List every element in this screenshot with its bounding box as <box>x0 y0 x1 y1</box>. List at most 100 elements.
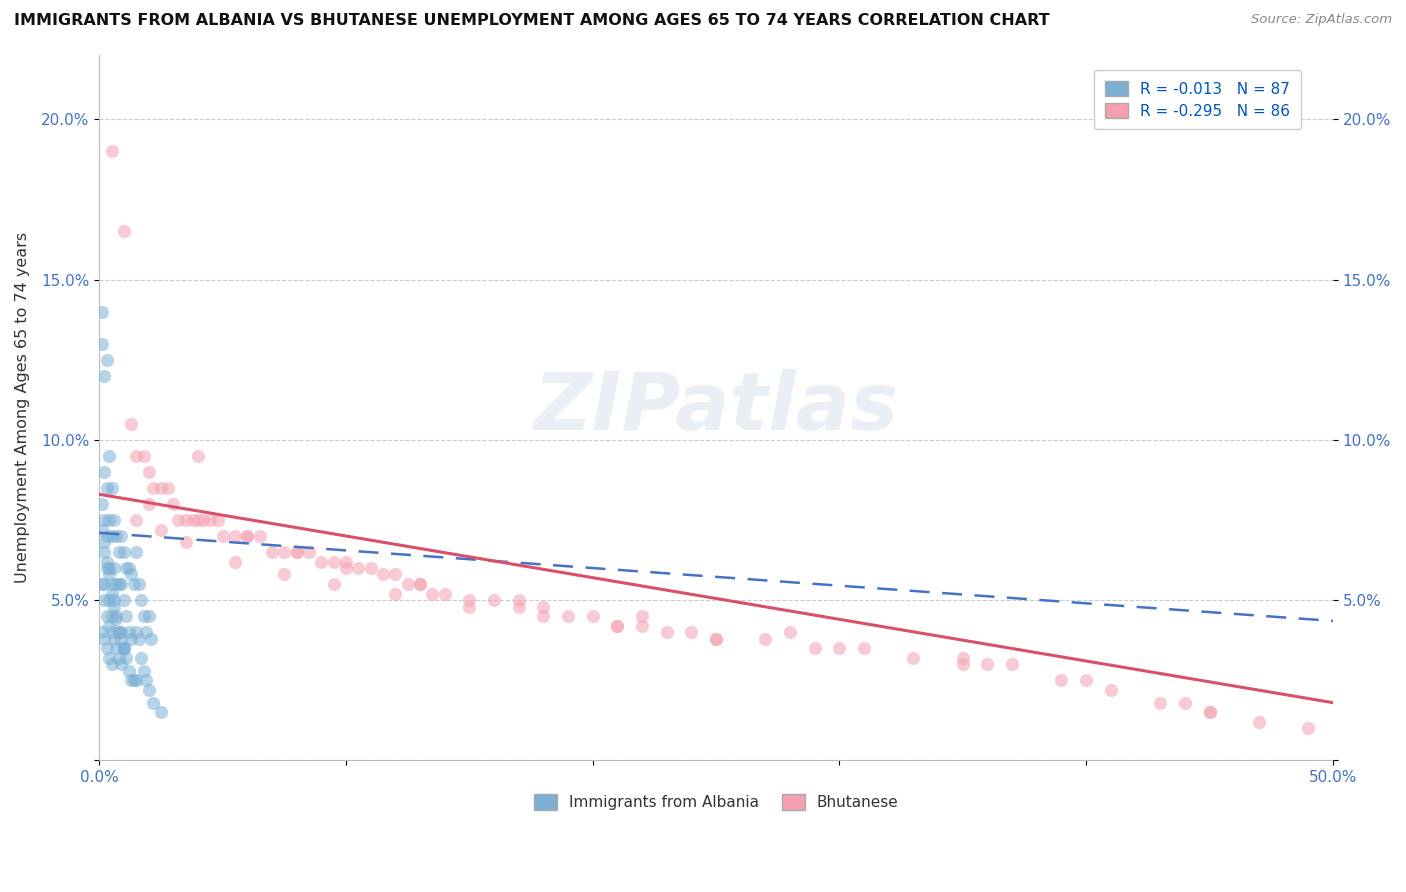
Point <box>100 625 122 640</box>
Point <box>1198 706 1220 720</box>
Point <box>200 513 222 527</box>
Point <box>98 650 121 665</box>
Point <box>98 567 121 582</box>
Point <box>103 593 125 607</box>
Point <box>125 513 148 527</box>
Point <box>903 650 925 665</box>
Point <box>138 497 160 511</box>
Point <box>409 577 432 591</box>
Point <box>120 673 142 688</box>
Point <box>322 577 344 591</box>
Point <box>103 513 125 527</box>
Point <box>285 545 308 559</box>
Point <box>142 696 165 710</box>
Point <box>100 577 122 591</box>
Point <box>129 650 152 665</box>
Point <box>531 609 554 624</box>
Point <box>347 561 370 575</box>
Point <box>582 609 605 624</box>
Point <box>108 625 131 640</box>
Point <box>606 619 628 633</box>
Point <box>631 609 654 624</box>
Point <box>96 641 118 656</box>
Point <box>105 577 128 591</box>
Point <box>118 625 141 640</box>
Point <box>98 593 121 607</box>
Point <box>557 609 579 624</box>
Point <box>1099 682 1122 697</box>
Point <box>754 632 776 646</box>
Point <box>120 417 142 431</box>
Point <box>129 593 152 607</box>
Point <box>125 673 148 688</box>
Point <box>100 587 122 601</box>
Point <box>110 632 132 646</box>
Point <box>112 641 135 656</box>
Point <box>508 593 530 607</box>
Point <box>128 632 150 646</box>
Point <box>828 641 851 656</box>
Point <box>90 577 112 591</box>
Point <box>157 481 180 495</box>
Point <box>122 577 145 591</box>
Point <box>93 368 115 383</box>
Point <box>224 555 246 569</box>
Point <box>681 625 703 640</box>
Point <box>508 599 530 614</box>
Point <box>96 561 118 575</box>
Point <box>90 304 112 318</box>
Point <box>93 465 115 479</box>
Point <box>1050 673 1073 688</box>
Point <box>115 561 138 575</box>
Point <box>162 497 184 511</box>
Point <box>93 545 115 559</box>
Point <box>96 481 118 495</box>
Point <box>125 545 148 559</box>
Text: Source: ZipAtlas.com: Source: ZipAtlas.com <box>1251 13 1392 27</box>
Point <box>952 657 974 672</box>
Point <box>132 664 155 678</box>
Point <box>108 625 131 640</box>
Point <box>115 650 138 665</box>
Point <box>1198 706 1220 720</box>
Point <box>952 650 974 665</box>
Point <box>96 352 118 367</box>
Point <box>96 555 118 569</box>
Point <box>236 529 259 543</box>
Point <box>1001 657 1024 672</box>
Point <box>142 481 165 495</box>
Point <box>110 657 132 672</box>
Point <box>122 673 145 688</box>
Point <box>149 481 172 495</box>
Point <box>224 529 246 543</box>
Point <box>93 535 115 549</box>
Point <box>704 632 727 646</box>
Point <box>135 673 157 688</box>
Point <box>531 599 554 614</box>
Point <box>149 523 172 537</box>
Point <box>98 513 121 527</box>
Point <box>96 529 118 543</box>
Point <box>371 567 394 582</box>
Point <box>112 641 135 656</box>
Point <box>132 449 155 463</box>
Point <box>115 609 138 624</box>
Point <box>298 545 321 559</box>
Point <box>100 145 122 159</box>
Point <box>803 641 825 656</box>
Point <box>90 497 112 511</box>
Point <box>187 449 209 463</box>
Point <box>98 619 121 633</box>
Point <box>112 641 135 656</box>
Point <box>167 513 190 527</box>
Point <box>110 529 132 543</box>
Point <box>458 593 481 607</box>
Point <box>138 609 160 624</box>
Point <box>384 567 406 582</box>
Point <box>90 625 112 640</box>
Point <box>118 664 141 678</box>
Text: ZIPatlas: ZIPatlas <box>533 368 898 447</box>
Point <box>335 561 357 575</box>
Point <box>360 561 382 575</box>
Point <box>112 224 135 238</box>
